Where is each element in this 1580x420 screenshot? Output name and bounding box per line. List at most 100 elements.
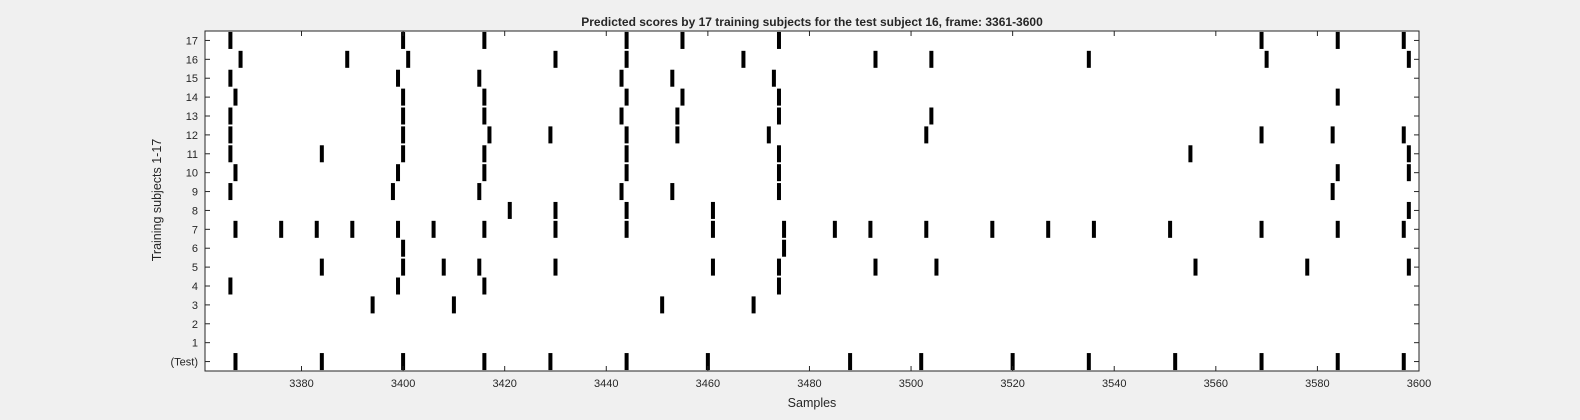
data-mark bbox=[619, 183, 624, 201]
data-mark bbox=[776, 183, 781, 201]
data-mark bbox=[401, 145, 406, 163]
y-tick-label: 7 bbox=[192, 224, 198, 236]
data-mark bbox=[1406, 164, 1411, 182]
y-tick-label: 5 bbox=[192, 262, 198, 274]
data-mark bbox=[670, 69, 675, 87]
data-mark bbox=[624, 220, 629, 238]
data-mark bbox=[1091, 220, 1096, 238]
data-mark bbox=[1259, 220, 1264, 238]
chart-title: Predicted scores by 17 training subjects… bbox=[581, 15, 1043, 29]
x-tick-label: 3500 bbox=[899, 378, 923, 390]
data-mark bbox=[924, 126, 929, 144]
data-mark bbox=[1335, 88, 1340, 106]
data-mark bbox=[477, 183, 482, 201]
x-tick-label: 3600 bbox=[1407, 378, 1431, 390]
data-mark bbox=[228, 31, 233, 49]
y-tick-label: (Test) bbox=[171, 357, 199, 369]
y-tick-label: 9 bbox=[192, 187, 198, 199]
data-mark bbox=[401, 353, 406, 371]
data-mark bbox=[401, 31, 406, 49]
data-mark bbox=[660, 296, 665, 314]
data-mark bbox=[1259, 126, 1264, 144]
data-mark bbox=[319, 353, 324, 371]
x-tick-label: 3580 bbox=[1305, 378, 1329, 390]
y-tick-label: 14 bbox=[186, 92, 198, 104]
data-mark bbox=[314, 220, 319, 238]
data-mark bbox=[482, 353, 487, 371]
data-mark bbox=[507, 201, 512, 219]
data-mark bbox=[482, 220, 487, 238]
data-mark bbox=[1406, 258, 1411, 276]
data-mark bbox=[228, 277, 233, 295]
data-mark bbox=[441, 258, 446, 276]
data-mark bbox=[782, 220, 787, 238]
data-mark bbox=[228, 107, 233, 125]
y-tick-label: 17 bbox=[186, 35, 198, 47]
data-mark bbox=[233, 88, 238, 106]
data-mark bbox=[624, 50, 629, 68]
data-mark bbox=[624, 353, 629, 371]
data-mark bbox=[1401, 353, 1406, 371]
data-mark bbox=[919, 353, 924, 371]
y-tick-label: 13 bbox=[186, 111, 198, 123]
data-mark bbox=[624, 164, 629, 182]
data-mark bbox=[1335, 220, 1340, 238]
data-mark bbox=[482, 31, 487, 49]
data-mark bbox=[401, 107, 406, 125]
data-mark bbox=[350, 220, 355, 238]
data-mark bbox=[934, 258, 939, 276]
data-mark bbox=[319, 145, 324, 163]
data-mark bbox=[482, 145, 487, 163]
data-mark bbox=[396, 164, 401, 182]
x-tick-label: 3460 bbox=[696, 378, 720, 390]
y-tick-label: 8 bbox=[192, 205, 198, 217]
data-mark bbox=[477, 258, 482, 276]
x-tick-label: 3540 bbox=[1102, 378, 1126, 390]
data-mark bbox=[624, 145, 629, 163]
data-mark bbox=[832, 220, 837, 238]
data-mark bbox=[482, 107, 487, 125]
data-mark bbox=[924, 220, 929, 238]
y-tick-label: 11 bbox=[187, 149, 198, 161]
data-mark bbox=[390, 183, 395, 201]
x-tick-label: 3400 bbox=[391, 378, 415, 390]
data-mark bbox=[401, 239, 406, 257]
data-mark bbox=[487, 126, 492, 144]
data-mark bbox=[1330, 126, 1335, 144]
data-mark bbox=[771, 69, 776, 87]
data-mark bbox=[710, 220, 715, 238]
data-mark bbox=[238, 50, 243, 68]
data-mark bbox=[873, 258, 878, 276]
data-mark bbox=[929, 50, 934, 68]
data-marks bbox=[228, 31, 1411, 371]
data-mark bbox=[776, 258, 781, 276]
data-mark bbox=[1173, 353, 1178, 371]
y-tick-label: 16 bbox=[186, 54, 198, 66]
data-mark bbox=[451, 296, 456, 314]
plot-area bbox=[204, 30, 1420, 372]
data-mark bbox=[228, 69, 233, 87]
data-mark bbox=[776, 107, 781, 125]
data-mark bbox=[345, 50, 350, 68]
data-mark bbox=[929, 107, 934, 125]
y-tick-label: 3 bbox=[192, 300, 198, 312]
data-mark bbox=[319, 258, 324, 276]
x-tick-label: 3380 bbox=[289, 378, 313, 390]
data-mark bbox=[1046, 220, 1051, 238]
plot-frame bbox=[204, 30, 1420, 372]
data-mark bbox=[482, 164, 487, 182]
x-tick-label: 3520 bbox=[1000, 378, 1024, 390]
data-mark bbox=[431, 220, 436, 238]
data-mark bbox=[233, 164, 238, 182]
data-mark bbox=[1406, 145, 1411, 163]
data-mark bbox=[624, 88, 629, 106]
data-mark bbox=[1335, 353, 1340, 371]
y-tick-label: 2 bbox=[192, 319, 198, 331]
data-mark bbox=[624, 126, 629, 144]
data-mark bbox=[228, 145, 233, 163]
data-mark bbox=[766, 126, 771, 144]
data-mark bbox=[705, 353, 710, 371]
data-mark bbox=[233, 220, 238, 238]
